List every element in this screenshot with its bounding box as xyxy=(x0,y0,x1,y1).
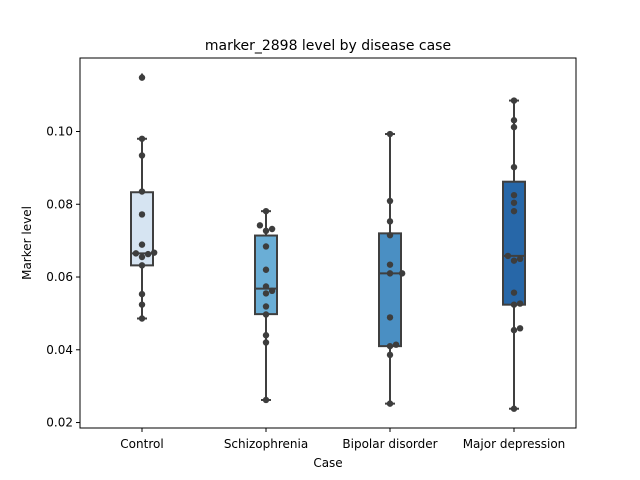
data-point xyxy=(510,199,518,206)
data-point xyxy=(138,188,146,195)
y-tick-label: 0.10 xyxy=(46,124,73,138)
data-point xyxy=(510,301,518,308)
data-point xyxy=(510,163,518,171)
data-point xyxy=(386,218,394,225)
data-point xyxy=(262,290,270,297)
data-point xyxy=(262,339,270,346)
data-point xyxy=(386,351,394,359)
data-point xyxy=(510,207,518,215)
data-point xyxy=(386,400,394,407)
data-point xyxy=(262,283,270,290)
data-point xyxy=(262,303,270,310)
plot-area xyxy=(130,72,526,412)
y-tick-label: 0.04 xyxy=(46,343,73,357)
data-point xyxy=(132,250,140,257)
data-point xyxy=(138,152,146,159)
box-iqr xyxy=(378,232,402,348)
data-point xyxy=(138,262,146,269)
x-axis-label: Case xyxy=(313,456,342,470)
data-point xyxy=(504,252,512,260)
chart-title: marker_2898 level by disease case xyxy=(205,38,451,54)
data-point xyxy=(138,135,146,142)
y-tick-label: 0.08 xyxy=(46,197,73,211)
data-point xyxy=(386,261,394,268)
swarm-group xyxy=(256,207,276,404)
y-axis: 0.02 0.04 0.06 0.08 0.10 xyxy=(46,124,80,430)
data-point xyxy=(516,255,524,263)
data-point xyxy=(262,396,270,404)
data-point xyxy=(510,289,518,296)
data-point xyxy=(138,290,146,298)
data-point xyxy=(268,287,276,295)
data-point xyxy=(386,270,394,277)
data-point xyxy=(262,243,270,250)
x-tick-label: Control xyxy=(120,437,163,451)
data-point xyxy=(138,253,146,261)
data-point xyxy=(138,315,146,322)
data-point xyxy=(510,117,518,124)
data-point xyxy=(386,130,394,138)
data-point xyxy=(510,257,518,264)
data-point xyxy=(138,211,146,218)
data-point xyxy=(386,231,394,239)
data-point xyxy=(398,270,406,277)
data-point xyxy=(510,405,518,412)
swarm-group xyxy=(132,74,158,322)
y-tick-label: 0.06 xyxy=(46,270,73,284)
data-point xyxy=(386,314,394,321)
x-tick-label: Bipolar disorder xyxy=(342,437,437,451)
y-axis-label: Marker level xyxy=(20,206,34,280)
data-point xyxy=(262,311,270,318)
x-tick-label: Major depression xyxy=(463,437,566,451)
data-point xyxy=(138,74,146,81)
swarm-group xyxy=(386,130,406,407)
data-point xyxy=(256,222,264,229)
data-point xyxy=(392,341,400,348)
data-point xyxy=(386,197,394,205)
data-point xyxy=(150,249,158,256)
plot-frame xyxy=(79,57,577,429)
x-axis: Control Schizophrenia Bipolar disorder Majo… xyxy=(120,428,565,451)
data-point xyxy=(262,207,270,215)
x-tick-label: Schizophrenia xyxy=(224,437,308,451)
data-point xyxy=(262,266,270,273)
data-point xyxy=(262,332,270,339)
data-point xyxy=(510,191,518,199)
data-point xyxy=(144,250,152,258)
data-point xyxy=(510,123,518,131)
data-point xyxy=(138,241,146,248)
data-point xyxy=(516,325,524,332)
data-point xyxy=(268,225,276,233)
data-point xyxy=(510,97,518,104)
data-point xyxy=(386,342,394,350)
y-tick-label: 0.02 xyxy=(46,416,73,430)
data-point xyxy=(510,326,518,334)
swarm-group xyxy=(504,97,524,412)
data-point xyxy=(138,301,146,308)
data-point xyxy=(262,227,270,235)
data-point xyxy=(516,300,524,307)
